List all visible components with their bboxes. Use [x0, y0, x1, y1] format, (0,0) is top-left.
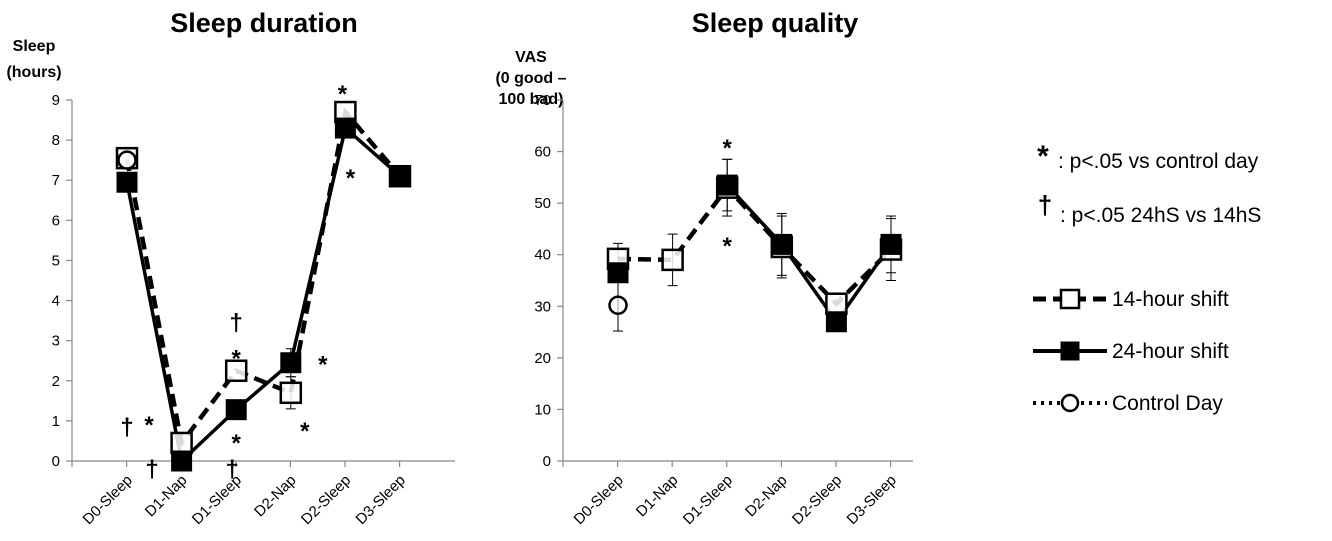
quality-control-point [608, 295, 628, 316]
duration-significance-dagger: † [145, 456, 158, 483]
sleep-duration-ylabel-line-2: (hours) [6, 64, 61, 81]
duration-x-tick-label: D2-Nap [251, 472, 300, 521]
sleep-quality-chart: Sleep quality VAS (0 good – 100 bad) 0 10… [495, 8, 913, 528]
duration-y-tick-label: 7 [52, 172, 60, 189]
legend-dagger-note: : p<.05 24hS vs 14hS [1060, 204, 1261, 227]
quality-y-tick-label: 10 [534, 401, 551, 418]
quality-y-tick-label: 0 [543, 453, 551, 470]
duration-24h-point [171, 450, 193, 472]
quality-24h-point [607, 262, 629, 284]
quality-14h-point [825, 292, 848, 315]
legend-label-control-day: Control Day [1112, 392, 1223, 415]
legend-dagger-symbol: † [1038, 190, 1052, 220]
sleep-quality-ylabel-line-3: 100 bad) [499, 91, 564, 108]
duration-14h-point [279, 381, 303, 405]
duration-24h-point [225, 399, 247, 421]
duration-y-tick-label: 1 [52, 413, 60, 430]
legend-entry-14-hour-shift: 14-hour shift [1033, 288, 1229, 311]
quality-24h-point [825, 311, 847, 333]
duration-significance-dagger: † [120, 414, 133, 441]
quality-significance-asterisk: * [723, 135, 733, 162]
sleep-quality-title: Sleep quality [692, 8, 859, 38]
duration-y-tick-label: 8 [52, 132, 60, 149]
sleep-duration-marks: *†††**†**** [115, 81, 412, 483]
sleep-quality-ylabel-line-2: (0 good – [495, 70, 566, 87]
duration-24h-point [280, 352, 302, 374]
quality-x-tick-label: D0-Sleep [571, 472, 627, 528]
duration-significance-asterisk: * [338, 81, 348, 108]
quality-y-tick-label: 20 [534, 350, 551, 367]
duration-y-tick-label: 6 [52, 212, 60, 229]
legend-label-14-hour-shift: 14-hour shift [1112, 288, 1229, 311]
duration-significance-dagger: † [226, 456, 239, 483]
duration-significance-asterisk: * [346, 165, 356, 192]
legend-open-circle-marker [1060, 393, 1080, 413]
quality-significance-asterisk: * [723, 233, 733, 260]
duration-x-tick-label: D3-Sleep [353, 472, 409, 528]
quality-x-tick-label: D2-Nap [742, 472, 791, 521]
duration-significance-asterisk: * [300, 418, 310, 445]
duration-y-tick-label: 9 [52, 92, 60, 109]
legend-entry-control-day: Control Day [1033, 392, 1223, 415]
quality-y-tick-label: 60 [534, 144, 551, 161]
legend-open-square-marker [1059, 288, 1081, 310]
quality-x-tick-label: D1-Sleep [680, 472, 736, 528]
quality-24h-point [771, 233, 793, 255]
quality-x-tick-label: D1-Nap [633, 472, 682, 521]
duration-y-tick-label: 2 [52, 373, 60, 390]
legend-entry-24-hour-shift: 24-hour shift [1033, 340, 1229, 363]
duration-x-tick-label: D0-Sleep [80, 472, 136, 528]
duration-y-tick-label: 3 [52, 333, 60, 350]
duration-significance-asterisk: * [232, 430, 242, 457]
quality-y-tick-label: 50 [534, 195, 551, 212]
sleep-duration-ylabel-line-1: Sleep [13, 38, 56, 55]
quality-24h-point [716, 174, 738, 196]
duration-14h-point [224, 359, 248, 382]
legend-filled-square-marker [1060, 341, 1080, 361]
duration-y-tick-label: 0 [52, 453, 60, 470]
quality-x-tick-label: D3-Sleep [844, 472, 900, 528]
duration-14h-point [170, 431, 193, 455]
duration-significance-asterisk: * [232, 346, 242, 373]
duration-control-point [117, 150, 137, 170]
duration-24h-series-line [125, 124, 402, 465]
legend-asterisk-symbol: * [1037, 140, 1049, 173]
quality-14h-point [661, 248, 684, 272]
duration-24h-point [116, 171, 138, 193]
quality-24h-series-line [725, 183, 893, 325]
duration-14h-series-line [124, 107, 402, 449]
duration-24h-point [389, 165, 411, 187]
duration-significance-dagger: † [230, 310, 243, 337]
duration-significance-asterisk: * [144, 412, 154, 439]
sleep-duration-chart: Sleep duration Sleep (hours) 0 1 2 3 4 5 6 7 8 9 D… [6, 8, 455, 528]
quality-x-tick-label: D2-Sleep [789, 472, 845, 528]
legend: * : p<.05 vs control day † : p<.05 24hS … [1033, 140, 1261, 415]
legend-label-24-hour-shift: 24-hour shift [1112, 340, 1229, 363]
quality-y-tick-label: 40 [534, 247, 551, 264]
quality-14h-series-line [617, 184, 893, 307]
duration-y-tick-label: 4 [52, 293, 60, 310]
duration-x-tick-label: D2-Sleep [298, 472, 354, 528]
sleep-quality-marks: ** [606, 135, 903, 333]
legend-asterisk-note: : p<.05 vs control day [1058, 150, 1259, 173]
quality-y-tick-label: 70 [534, 92, 551, 109]
sleep-duration-title: Sleep duration [170, 8, 358, 38]
quality-24h-point [880, 233, 902, 255]
duration-y-tick-label: 5 [52, 252, 60, 269]
duration-significance-asterisk: * [318, 352, 328, 379]
duration-24h-point [334, 117, 356, 139]
quality-y-tick-label: 30 [534, 298, 551, 315]
sleep-quality-ylabel-line-1: VAS [515, 49, 547, 66]
